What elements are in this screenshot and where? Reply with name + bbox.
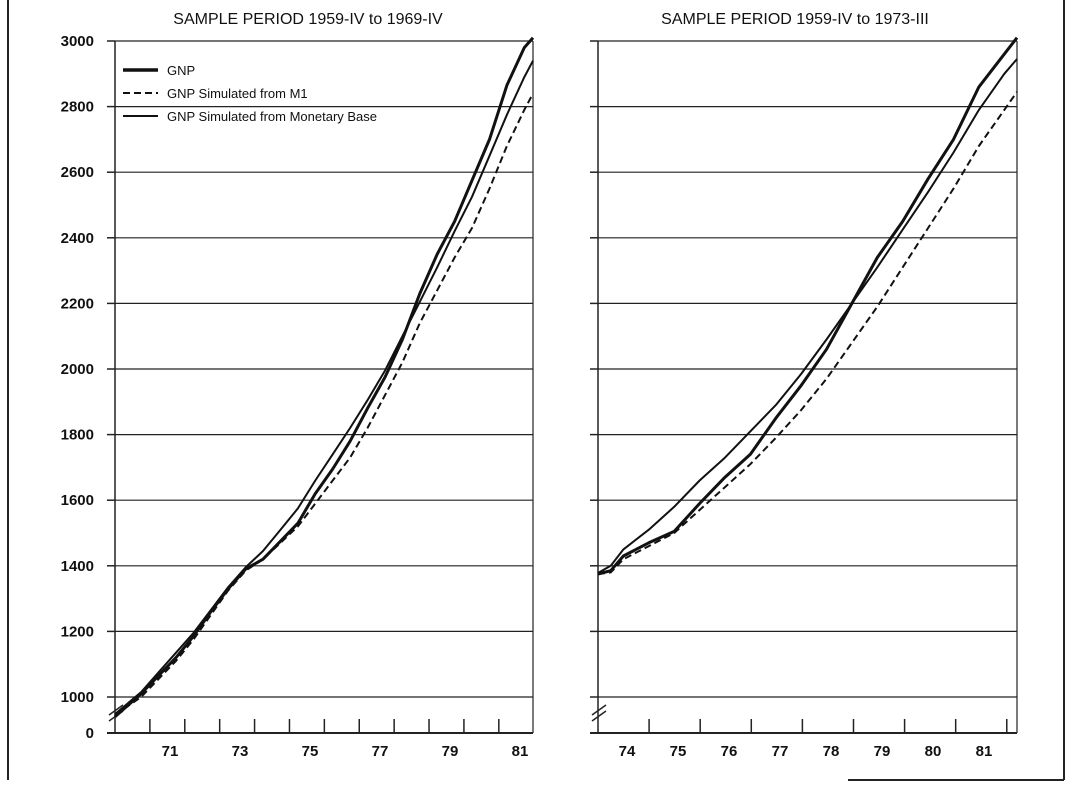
y-tick-label: 2200 — [61, 295, 94, 312]
right-panel-gridlines — [598, 40, 1017, 698]
y-tick-label: 0 — [86, 725, 94, 742]
y-tick-label: 2400 — [61, 230, 94, 247]
x-tick-label: 80 — [925, 743, 942, 760]
left-panel-axes — [107, 40, 534, 734]
legend-label: GNP — [167, 63, 195, 78]
right-x-axis-tick-labels: 74 75 76 77 78 79 80 81 — [619, 743, 993, 760]
y-tick-label: 1800 — [61, 427, 94, 444]
axis-break-mark — [108, 704, 124, 716]
axis-break-mark — [591, 704, 607, 716]
y-axis-tick-labels: 3000 2800 2600 2400 2200 2000 1800 1600 1400 1200… — [61, 33, 94, 742]
x-tick-label: 78 — [823, 743, 840, 760]
right-panel-plot: 74 75 76 77 78 79 80 81 — [590, 36, 1019, 760]
series-line-gnp — [114, 36, 535, 718]
series-line-gnp-simulated-from-monetary-base — [597, 58, 1018, 574]
x-tick-label: 79 — [874, 743, 891, 760]
y-tick-label: 3000 — [61, 33, 94, 50]
left-panel-plot: 3000 2800 2600 2400 2200 2000 1800 1600 1400 1200… — [61, 33, 535, 760]
x-tick-label: 81 — [512, 743, 529, 760]
x-tick-label: 77 — [772, 743, 789, 760]
series-line-gnp — [597, 36, 1019, 576]
y-tick-label: 1200 — [61, 623, 94, 640]
left-panel-gridlines — [115, 40, 533, 698]
y-tick-label: 1400 — [61, 558, 94, 575]
y-tick-label: 2800 — [61, 99, 94, 116]
x-tick-label: 76 — [721, 743, 738, 760]
y-tick-label: 2000 — [61, 361, 94, 378]
legend-label: GNP Simulated from M1 — [167, 86, 308, 101]
left-panel-series — [114, 36, 535, 718]
x-tick-label: 73 — [232, 743, 249, 760]
axis-break-mark — [591, 710, 607, 722]
x-tick-label: 81 — [976, 743, 993, 760]
x-tick-label: 71 — [162, 743, 179, 760]
chart-legend: GNP GNP Simulated from M1 GNP Simulated fr… — [123, 63, 377, 124]
series-line-gnp-simulated-from-monetary-base — [114, 60, 534, 715]
left-x-axis-tick-labels: 71 73 75 77 79 81 — [162, 743, 529, 760]
series-line-gnp-simulated-from-m1 — [114, 93, 534, 716]
x-tick-label: 74 — [619, 743, 636, 760]
x-tick-label: 77 — [372, 743, 389, 760]
left-panel-title: SAMPLE PERIOD 1959-IV to 1969-IV — [173, 11, 443, 28]
legend-label: GNP Simulated from Monetary Base — [167, 109, 377, 124]
y-tick-label: 1600 — [61, 492, 94, 509]
x-tick-label: 75 — [670, 743, 687, 760]
y-tick-label: 2600 — [61, 164, 94, 181]
y-tick-label: 1000 — [61, 689, 94, 706]
right-panel-series — [597, 36, 1019, 576]
right-panel-title: SAMPLE PERIOD 1959-IV to 1973-III — [661, 11, 929, 28]
x-tick-label: 75 — [302, 743, 319, 760]
right-panel-axes — [590, 40, 1018, 734]
series-line-gnp-simulated-from-m1 — [597, 91, 1018, 575]
x-tick-label: 79 — [442, 743, 459, 760]
